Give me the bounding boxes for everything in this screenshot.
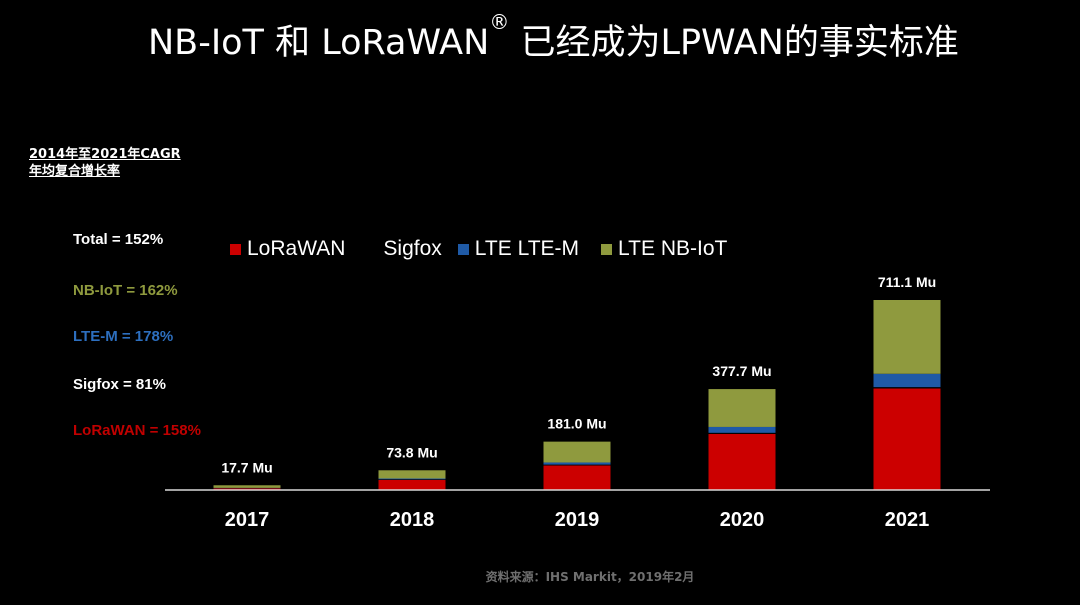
title-main: NB-IoT 和 LoRaWAN — [148, 23, 490, 63]
chart-legend: LoRaWAN Sigfox LTE LTE-M LTE NB-IoT — [230, 237, 727, 261]
x-tick-2021: 2021 — [885, 509, 930, 531]
bar-2021-lorawan — [873, 388, 941, 490]
total-label-2018: 73.8 Mu — [386, 444, 437, 460]
total-label-2019: 181.0 Mu — [547, 416, 606, 432]
legend-swatch-ltem — [457, 243, 469, 255]
bar-2018-lte-nb-iot — [378, 470, 446, 479]
bar-2018-lte-lte-m — [378, 478, 446, 480]
legend-label-sigfox: Sigfox — [383, 237, 442, 260]
cagr-heading: 2014年至2021年CAGR 年均复合增长率 — [29, 146, 181, 180]
cagr-ltem: LTE-M = 178% — [73, 328, 174, 345]
source-note: 资料来源：IHS Markit，2019年2月 — [485, 570, 695, 584]
bar-2017-lorawan — [213, 488, 281, 490]
title-rest: 已经成为LPWAN的事实标准 — [509, 23, 959, 63]
cagr-total: Total = 152% — [73, 231, 164, 248]
legend-swatch-lorawan — [230, 243, 241, 255]
legend-item-nbiot: LTE NB-IoT — [601, 237, 727, 261]
bar-2020-lte-nb-iot — [708, 389, 776, 427]
cagr-sigfox: Sigfox = 81% — [73, 376, 166, 393]
total-label-2020: 377.7 Mu — [712, 363, 771, 379]
bar-2020-lorawan — [708, 433, 776, 490]
legend-label-lorawan: LoRaWAN — [247, 237, 346, 260]
total-label-2017: 17.7 Mu — [221, 459, 272, 475]
bar-2017-lte-nb-iot — [213, 485, 281, 488]
x-tick-2018: 2018 — [390, 509, 435, 531]
bar-2019-lte-lte-m — [543, 462, 611, 465]
bar-2019-lte-nb-iot — [543, 441, 611, 463]
bar-2020-sigfox — [708, 432, 776, 434]
legend-item-ltem: LTE LTE-M — [457, 237, 580, 261]
legend-swatch-nbiot — [601, 243, 613, 255]
bar-2018-lorawan — [378, 479, 446, 490]
x-tick-2020: 2020 — [720, 509, 765, 531]
legend-label-nbiot: LTE NB-IoT — [618, 237, 728, 260]
x-tick-2019: 2019 — [555, 509, 600, 531]
bar-2021-lte-nb-iot — [873, 300, 941, 374]
total-label-2021: 711.1 Mu — [878, 274, 936, 290]
bar-2019-lorawan — [543, 465, 611, 490]
legend-item-lorawan: LoRaWAN — [230, 237, 345, 261]
cagr-heading-line2: 年均复合增长率 — [29, 164, 121, 179]
registered-mark: ® — [489, 10, 510, 34]
x-tick-2017: 2017 — [225, 509, 270, 531]
legend-item-sigfox: Sigfox — [383, 237, 441, 261]
legend-label-ltem: LTE LTE-M — [474, 237, 580, 260]
bar-2020-lte-lte-m — [708, 426, 776, 433]
bar-2019-sigfox — [543, 464, 611, 466]
bar-2021-lte-lte-m — [873, 373, 941, 388]
cagr-nbiot: NB-IoT = 162% — [73, 282, 178, 299]
bar-2018-sigfox — [378, 479, 446, 480]
cagr-lorawan: LoRaWAN = 158% — [73, 422, 201, 439]
page-title: NB-IoT 和 LoRaWAN® 已经成为LPWAN的事实标准 — [148, 10, 959, 65]
bar-2021-sigfox — [873, 387, 941, 389]
cagr-heading-line1: 2014年至2021年CAGR — [29, 147, 181, 162]
